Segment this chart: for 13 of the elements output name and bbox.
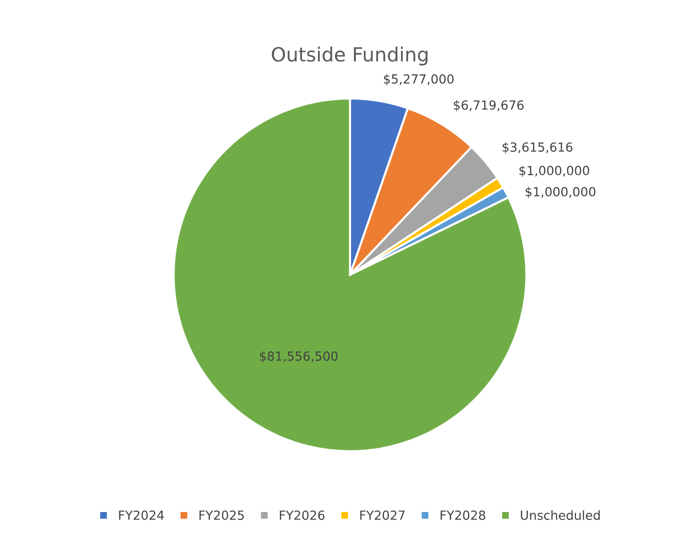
data-label: $5,277,000 [384,74,454,86]
data-label: $1,000,000 [526,186,596,198]
data-label: $3,615,616 [502,142,572,154]
legend-label: Unscheduled [520,510,600,520]
legend-label: FY2026 [280,510,325,520]
legend-label: FY2028 [440,510,486,520]
legend-label: FY2027 [360,510,405,520]
data-label: $6,719,676 [454,100,524,112]
data-label: $81,556,500 [260,351,338,362]
legend-label: FY2024 [119,510,164,520]
data-label: $1,000,000 [519,166,590,177]
legend-label: FY2025 [200,510,244,520]
chart-title: Outside Funding [272,46,428,66]
